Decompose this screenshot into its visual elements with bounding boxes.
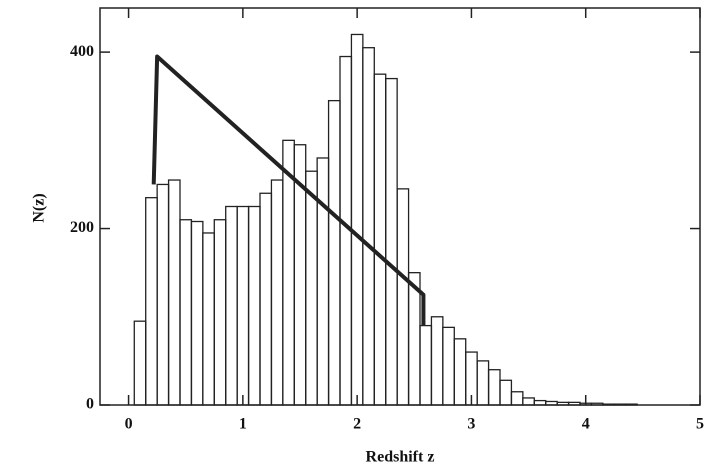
x-tick-label: 2 — [353, 416, 361, 433]
histogram-bar — [567, 401, 581, 406]
x-tick-label: 0 — [125, 416, 133, 433]
y-tick-label: 400 — [70, 43, 94, 60]
histogram-bar — [270, 179, 284, 406]
histogram-bar — [225, 205, 238, 406]
histogram-bar — [362, 47, 375, 406]
histogram-bar — [350, 33, 364, 406]
histogram-bar — [556, 401, 570, 406]
histogram-bar — [590, 402, 604, 406]
histogram-bar — [510, 391, 524, 406]
x-axis-label: Redshift z — [366, 449, 435, 466]
overlay-line — [151, 54, 426, 326]
histogram-bar — [316, 157, 330, 406]
histogram-bar — [453, 338, 467, 406]
histogram-bar — [133, 320, 147, 406]
histogram-bar — [190, 220, 204, 406]
histogram-bar — [419, 324, 433, 406]
histogram-bar — [385, 77, 398, 406]
histogram-bar — [213, 219, 227, 406]
plot-frame — [99, 7, 701, 406]
histogram-bar — [499, 379, 513, 406]
histogram-bar — [259, 192, 273, 406]
histogram-bar — [167, 179, 181, 406]
x-tick-label: 3 — [467, 416, 475, 433]
histogram-bar — [327, 99, 341, 406]
histogram-bar — [202, 232, 215, 406]
y-tick-label: 0 — [86, 396, 94, 413]
x-tick-label: 5 — [696, 416, 704, 433]
x-tick-label: 1 — [239, 416, 247, 433]
histogram-bar — [476, 360, 490, 406]
histogram-bar — [545, 400, 558, 406]
histogram-bar — [145, 197, 158, 406]
histogram-bar — [522, 397, 535, 406]
histogram-bar — [236, 205, 250, 406]
histogram-bar — [396, 188, 410, 406]
histogram-bar — [602, 403, 615, 406]
histogram-bar — [625, 403, 638, 406]
histogram-bar — [613, 403, 627, 406]
histogram-bar — [179, 219, 193, 406]
x-tick-label: 4 — [582, 416, 590, 433]
histogram-bar — [247, 205, 261, 406]
histogram-bar — [487, 369, 501, 406]
y-axis-label: N(z) — [31, 193, 48, 222]
histogram-bar — [373, 73, 387, 406]
histogram-bar — [430, 316, 444, 406]
histogram-bar — [305, 170, 318, 406]
histogram-bar — [442, 326, 455, 406]
histogram-bar — [156, 183, 170, 406]
y-tick-label: 200 — [70, 219, 94, 236]
